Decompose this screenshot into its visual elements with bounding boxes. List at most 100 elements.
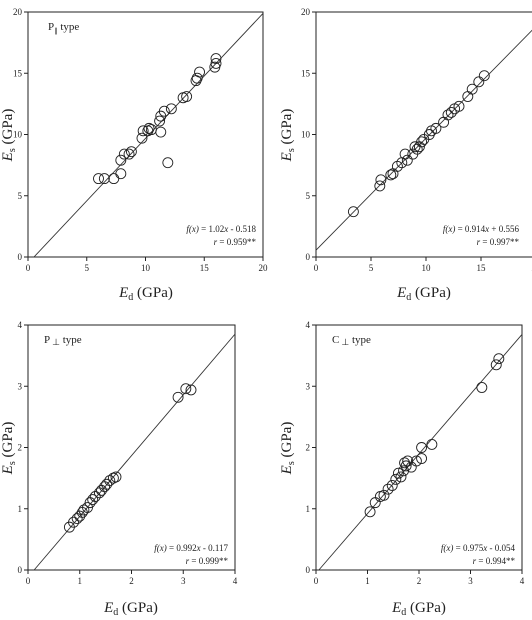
y-tick-label: 10 <box>13 130 23 140</box>
y-axis-label: Es (GPa) <box>279 422 297 476</box>
y-tick-label: 20 <box>13 7 23 17</box>
y-tick-label: 0 <box>306 252 311 262</box>
data-point <box>410 455 422 467</box>
data-point <box>180 383 192 395</box>
fit-line-group <box>315 29 532 251</box>
data-points <box>93 53 222 185</box>
y-tick-label: 5 <box>306 191 311 201</box>
data-point <box>108 173 120 185</box>
data-point <box>400 460 412 472</box>
x-tick-label: 0 <box>26 576 31 586</box>
x-tick-label: 2 <box>129 576 134 586</box>
y-tick-label: 3 <box>18 381 23 391</box>
data-point <box>210 58 222 69</box>
x-tick-label: 2 <box>417 576 422 586</box>
axis-ticks: 0 1 2 3 4 0 1 2 3 4 <box>306 320 525 586</box>
x-tick-label: 5 <box>85 263 90 273</box>
data-point <box>445 106 457 118</box>
y-tick-label: 0 <box>18 252 23 262</box>
data-point <box>165 103 177 115</box>
data-point <box>123 148 135 160</box>
x-tick-label: 0 <box>314 576 319 586</box>
r-value: r = 0.997** <box>477 237 520 247</box>
data-point <box>493 353 505 365</box>
data-point <box>382 483 394 495</box>
y-tick-label: 1 <box>18 504 23 514</box>
data-point <box>374 180 386 192</box>
y-tick-label: 20 <box>301 7 311 17</box>
data-point <box>155 126 167 138</box>
panel-label: P∥ type <box>48 21 79 35</box>
data-point <box>210 53 222 64</box>
data-point <box>181 91 193 102</box>
y-tick-label: 0 <box>18 565 23 575</box>
plot-frame <box>315 324 523 571</box>
data-point <box>416 442 428 453</box>
data-point <box>392 467 404 479</box>
data-point <box>74 510 86 522</box>
data-point <box>378 489 390 501</box>
x-tick-label: 3 <box>181 576 186 586</box>
x-tick-label: 4 <box>520 576 525 586</box>
panel-label: C ⊥ type <box>332 334 371 347</box>
data-point <box>478 70 490 82</box>
data-point <box>399 148 411 160</box>
data-point <box>466 83 478 95</box>
data-point <box>89 491 101 502</box>
data-point <box>93 173 104 185</box>
data-point <box>409 141 421 153</box>
x-tick-label: 1 <box>365 576 370 586</box>
data-point <box>375 174 387 186</box>
y-axis-label: Es (GPa) <box>279 109 297 163</box>
data-point <box>185 384 197 396</box>
x-tick-label: 5 <box>369 263 374 273</box>
data-point <box>476 382 488 393</box>
y-tick-label: 1 <box>306 504 311 514</box>
data-point <box>369 497 381 509</box>
y-tick-label: 15 <box>13 68 23 78</box>
fit-equation: f(x) = 0.975x - 0.054 <box>441 543 516 553</box>
y-tick-label: 5 <box>18 191 23 201</box>
axis-ticks: 0 1 2 3 4 0 1 2 3 4 <box>18 320 238 586</box>
x-axis-label: Ed (GPa) <box>396 285 451 303</box>
data-point <box>191 72 203 84</box>
y-axis-label: Es (GPa) <box>0 109 18 163</box>
data-point <box>430 122 442 134</box>
data-point <box>385 169 397 181</box>
data-point <box>115 154 127 166</box>
r-value: r = 0.994** <box>473 556 516 566</box>
data-point <box>347 206 359 218</box>
data-point <box>390 473 402 485</box>
data-point <box>416 453 428 464</box>
fit-equation: f(x) = 0.914x + 0.556 <box>443 224 520 234</box>
data-point <box>386 480 398 491</box>
x-tick-label: 20 <box>259 263 269 273</box>
fit-line <box>33 13 264 258</box>
x-tick-label: 3 <box>468 576 473 586</box>
data-points <box>347 70 490 218</box>
y-tick-label: 4 <box>18 320 23 330</box>
data-point <box>416 136 428 148</box>
data-point <box>172 391 184 403</box>
y-tick-label: 2 <box>18 443 23 453</box>
panel-p-parallel: 0 5 10 15 20 0 5 10 15 20 P∥ type f(x) = 1.02x - … <box>0 7 268 303</box>
data-point <box>78 504 90 516</box>
x-tick-label: 0 <box>26 263 31 273</box>
data-point <box>118 148 130 160</box>
y-tick-label: 15 <box>301 68 311 78</box>
plot-frame <box>27 324 236 571</box>
data-point <box>101 478 113 490</box>
data-point <box>401 154 413 166</box>
data-point <box>395 471 407 483</box>
data-point <box>490 359 502 371</box>
data-point <box>137 125 149 137</box>
fit-line <box>315 29 532 251</box>
x-axis-label: Ed (GPa) <box>391 600 446 618</box>
y-tick-label: 3 <box>306 381 311 391</box>
fit-equation: f(x) = 1.02x - 0.518 <box>186 224 256 234</box>
panel-p-perpendicular: 0 1 2 3 4 0 1 2 3 4 P ⊥ type f(x) = 0.992x - 0.117… <box>0 320 238 618</box>
fit-line-group <box>33 13 264 258</box>
